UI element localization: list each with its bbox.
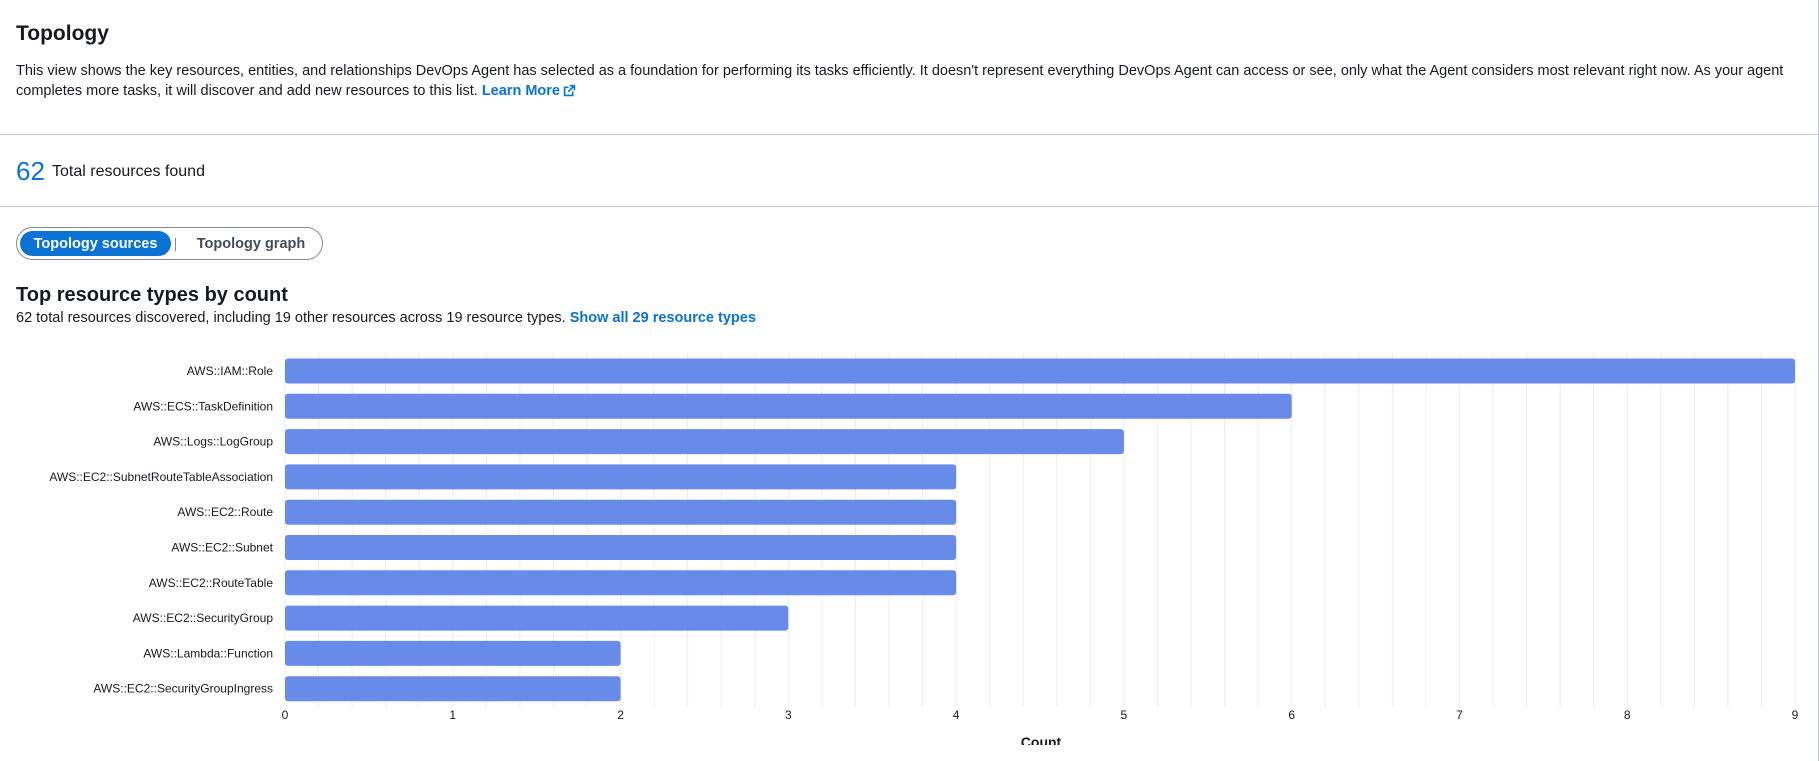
chart-bar: [285, 464, 957, 490]
chart-x-tick-label: 2: [617, 708, 624, 722]
chart-bar: [285, 605, 789, 631]
chart-bar: [285, 358, 1795, 384]
x-axis-label: Count: [1021, 734, 1062, 745]
external-link-icon: [563, 84, 576, 97]
chart-category-label: AWS::EC2::SubnetRouteTableAssociation: [49, 470, 273, 484]
segment-divider: [175, 238, 176, 251]
chart-category-label: AWS::EC2::RouteTable: [149, 576, 274, 590]
chart-bar: [285, 676, 621, 702]
total-resources-count: 62: [16, 156, 45, 186]
chart-x-tick-label: 5: [1121, 708, 1128, 722]
show-all-resource-types-link[interactable]: Show all 29 resource types: [569, 310, 756, 326]
chart-subtitle: 62 total resources discovered, including…: [16, 310, 756, 326]
chart-subtitle-text: 62 total resources discovered, including…: [16, 310, 566, 326]
chart-bar: [285, 640, 621, 666]
topology-view-toggle: Topology sources Topology graph: [16, 227, 323, 260]
resource-type-bar-chart: AWS::IAM::RoleAWS::ECS::TaskDefinitionAW…: [49, 353, 1799, 745]
chart-category-label: AWS::Logs::LogGroup: [153, 435, 273, 449]
chart-bar: [285, 429, 1124, 455]
chart-category-label: AWS::IAM::Role: [187, 364, 274, 378]
segment-topology-graph[interactable]: Topology graph: [196, 235, 306, 252]
chart-x-tick-label: 3: [785, 708, 792, 722]
chart-x-tick-label: 9: [1792, 708, 1799, 722]
chart-bar: [285, 570, 957, 596]
topology-header: Topology This view shows the key resourc…: [0, 0, 1818, 135]
chart-title: Top resource types by count: [16, 284, 288, 306]
chart-category-label: AWS::EC2::SecurityGroupIngress: [93, 682, 273, 696]
learn-more-label: Learn More: [481, 83, 560, 99]
chart-bar: [285, 535, 957, 560]
description-text: This view shows the key resources, entit…: [16, 63, 1784, 99]
chart-category-label: AWS::EC2::Subnet: [171, 541, 273, 555]
chart-x-tick-label: 6: [1288, 708, 1295, 722]
chart-bar: [285, 499, 957, 525]
chart-x-tick-label: 8: [1624, 708, 1631, 722]
chart-category-label: AWS::EC2::Route: [177, 505, 273, 519]
chart-x-tick-label: 0: [282, 708, 289, 722]
total-resources-label: Total resources found: [52, 163, 205, 180]
segment-topology-sources[interactable]: Topology sources: [20, 231, 171, 256]
chart-category-label: AWS::EC2::SecurityGroup: [133, 611, 274, 625]
page-title: Topology: [16, 22, 109, 45]
chart-category-label: AWS::Lambda::Function: [143, 646, 273, 660]
learn-more-link[interactable]: Learn More: [482, 83, 576, 99]
total-resources-summary: 62 Total resources found: [0, 136, 1818, 207]
chart-x-tick-label: 7: [1456, 708, 1463, 722]
page-description: This view shows the key resources, entit…: [16, 61, 1786, 101]
chart-bar: [285, 393, 1292, 419]
chart-x-tick-label: 4: [953, 708, 960, 722]
chart-category-label: AWS::ECS::TaskDefinition: [133, 399, 273, 413]
chart-x-tick-label: 1: [449, 708, 456, 722]
